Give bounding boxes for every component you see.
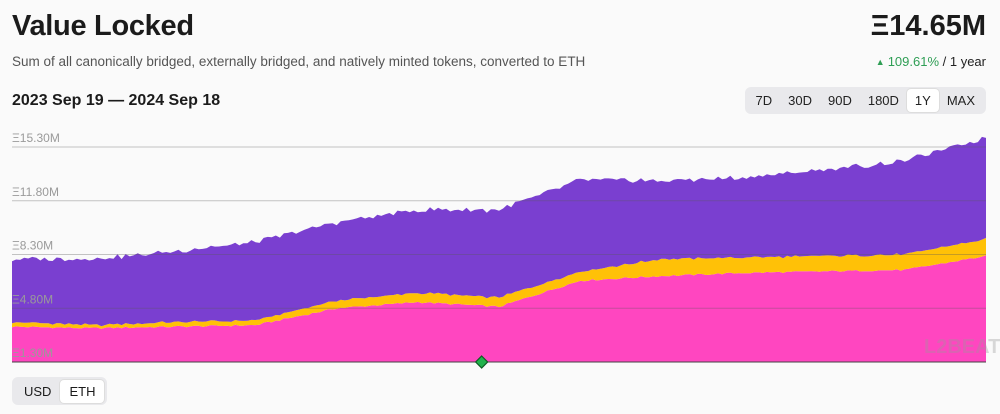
date-range: 2023 Sep 19 — 2024 Sep 18 <box>12 92 221 109</box>
y-tick-label: Ξ15.30M <box>12 131 60 145</box>
up-arrow-icon: ▲ <box>875 57 885 67</box>
native-minted-area <box>12 255 986 362</box>
l2beat-logo: L2BEAT <box>924 336 1000 358</box>
page-title: Value Locked <box>12 10 194 42</box>
value-locked-chart: Ξ1.30M Ξ4.80M Ξ8.30M Ξ11.80M Ξ15.30M L2BEAT <box>12 131 1000 369</box>
current-value: Ξ14.65M <box>870 10 986 42</box>
y-tick-label: Ξ8.30M <box>12 239 53 253</box>
period-selector: 7D 30D 90D 180D 1Y MAX <box>744 87 986 114</box>
y-tick-label: Ξ4.80M <box>12 292 53 306</box>
externally-bridged-area <box>12 237 986 329</box>
unit-selector: USD ETH <box>12 377 108 405</box>
canonically-bridged-area <box>12 136 986 327</box>
period-7d-button[interactable]: 7D <box>755 93 773 108</box>
change-indicator: ▲ 109.61% / 1 year <box>875 54 986 69</box>
period-90d-button[interactable]: 90D <box>827 93 852 108</box>
y-tick-label: Ξ1.30M <box>12 346 53 360</box>
change-percent: 109.61% <box>887 54 940 69</box>
unit-usd-button[interactable]: USD <box>24 383 52 399</box>
period-30d-button[interactable]: 30D <box>788 93 812 108</box>
change-period: 1 year <box>949 54 986 69</box>
period-max-button[interactable]: MAX <box>946 93 975 108</box>
event-marker <box>474 355 489 369</box>
chart-subtitle: Sum of all canonically bridged, external… <box>12 54 586 69</box>
period-1y-button[interactable]: 1Y <box>906 89 939 112</box>
period-180d-button[interactable]: 180D <box>867 93 899 108</box>
unit-eth-button[interactable]: ETH <box>60 379 105 403</box>
y-tick-label: Ξ11.80M <box>12 185 59 199</box>
